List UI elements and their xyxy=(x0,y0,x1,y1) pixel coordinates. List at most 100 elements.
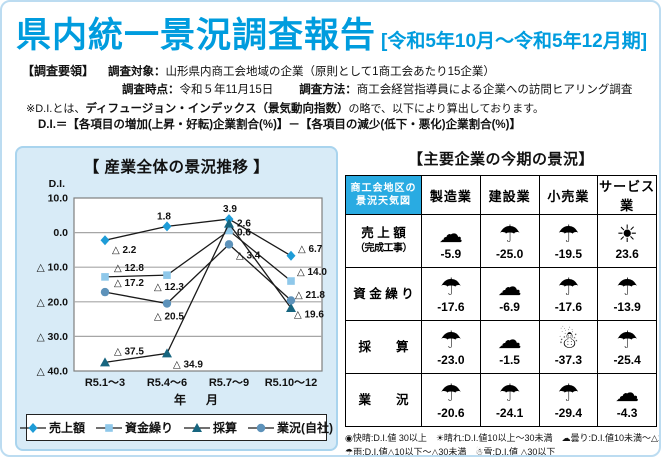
x-tick-label: R5.10～12 xyxy=(265,377,318,389)
y-tick-label: △ 20.0 xyxy=(37,296,69,308)
di-value: -20.6 xyxy=(437,406,465,420)
di-formula: D.I.＝【各項目の増加(上昇・好転)企業割合(%)】－【各項目の減少(低下・悪… xyxy=(38,119,521,131)
diamond-marker xyxy=(28,422,38,433)
weather-cell-1-2: ☂ -17.6 xyxy=(538,267,599,321)
weather-cell-1-1: ☁ -6.9 xyxy=(479,267,540,321)
data-label: △ 20.5 xyxy=(154,312,184,323)
weather-cell-1-3: ☂ -13.9 xyxy=(597,267,657,321)
di-value: -17.6 xyxy=(437,300,465,314)
weather-cell-3-2: ☂ -29.4 xyxy=(538,373,599,427)
umbrella-icon: ☂ xyxy=(498,220,521,248)
triangle-marker xyxy=(100,357,110,367)
legend-label: 採算 xyxy=(213,421,238,435)
y-tick-label: 0.0 xyxy=(53,227,68,239)
series-line xyxy=(104,222,292,363)
series-line xyxy=(104,229,292,282)
circle-marker xyxy=(100,287,110,297)
diamond-marker xyxy=(162,221,172,232)
sun-icon: ☀ xyxy=(616,220,638,248)
weather-legend-line-2: ☂雨:D.I.値△10以下～△30未満 ☃雪:D.I.値 △30以下 xyxy=(345,446,556,457)
triangle-marker xyxy=(286,303,296,313)
weather-cell-0-2: ☂ -19.5 xyxy=(538,214,599,268)
column-header-retail: 小売業 xyxy=(538,175,599,215)
umbrella-icon: ☂ xyxy=(440,326,462,354)
data-label: 1.8 xyxy=(157,211,171,222)
weather-cell-3-1: ☂ -24.1 xyxy=(479,373,540,427)
square-legend-marker xyxy=(96,423,122,432)
current-conditions-section: 【主要企業の今期の景況】 商工会地区の 景況天気図 製造業 建設業 小売業 サー… xyxy=(345,148,661,457)
triangle-marker xyxy=(192,422,203,432)
column-header-manufacturing: 製造業 xyxy=(421,175,481,215)
snowman-icon: ☃ xyxy=(557,326,580,354)
data-label: 3.9 xyxy=(223,204,237,215)
y-tick-label: △ 10.0 xyxy=(37,262,69,274)
cloud-icon: ☁ xyxy=(438,220,463,248)
y-tick-label: △ 40.0 xyxy=(37,366,69,378)
chart-legend: 売上額 資金繰り 採算 業況(自社) xyxy=(19,414,333,441)
di-value: -5.9 xyxy=(440,247,462,261)
row-label-2: 採 算 xyxy=(345,320,422,374)
survey-outline: 【調査要領】 調査対象：山形県内商工会地域の企業（原則として1商工会あたり15企業… xyxy=(22,63,632,99)
di-note-suffix: の略で、以下により算出しております。 xyxy=(348,103,545,115)
weather-cell-0-0: ☁ -5.9 xyxy=(421,214,481,268)
cloud-icon: ☁ xyxy=(497,273,522,301)
triangle-legend-marker xyxy=(184,422,211,432)
circle-marker xyxy=(256,423,266,432)
row-label-1: 資 金 繰 り xyxy=(345,267,422,321)
diamond-marker xyxy=(100,235,110,246)
di-value: -25.0 xyxy=(495,247,524,261)
cloud-icon: ☁ xyxy=(497,326,522,354)
di-value: -6.9 xyxy=(499,300,520,314)
weather-row-3: 業 況 ☂ -20.6 ☂ -24.1 ☂ -29.4 ☁ -4.3 xyxy=(345,373,657,427)
series-line xyxy=(104,243,292,305)
weather-table-header-row: 商工会地区の 景況天気図 製造業 建設業 小売業 サービス業 xyxy=(345,175,657,215)
data-label: △ 14.0 xyxy=(297,267,327,278)
legend-item: 売上額 xyxy=(19,419,85,436)
report-header: 県内統一景況調査報告 [令和5年10月～令和5年12月期] xyxy=(16,7,647,58)
data-label: △ 34.9 xyxy=(173,359,203,370)
weather-legend-line-1: ◉快晴:D.I.値 30以上 ☀晴れ:D.I.値10以上～30未満 ☁曇り:D.… xyxy=(345,433,661,443)
plot-area xyxy=(73,197,323,372)
data-label: 2.6 xyxy=(237,219,251,230)
umbrella-icon: ☂ xyxy=(616,326,638,354)
chart-title: 【 産業全体の景況推移 】 xyxy=(83,159,270,176)
di-value: -4.3 xyxy=(616,406,638,420)
survey-method-label: 調査方法： xyxy=(299,83,357,96)
circle-marker xyxy=(286,296,296,305)
di-note: ※D.I.とは、ディフュージョン・インデックス（景気動向指数）の略で、以下により… xyxy=(26,102,544,133)
di-note-line-1: ※D.I.とは、ディフュージョン・インデックス（景気動向指数）の略で、以下により… xyxy=(26,102,544,117)
survey-line-1: 【調査要領】 調査対象：山形県内商工会地域の企業（原則として1商工会あたり15企業… xyxy=(22,63,632,82)
report-period: [令和5年10月～令和5年12月期] xyxy=(381,31,648,52)
legend-label: 資金繰り xyxy=(125,421,174,435)
survey-method-value: 商工会経営指導員による企業への訪問ヒアリング調査 xyxy=(356,83,633,96)
weather-cell-0-1: ☂ -25.0 xyxy=(479,214,540,268)
legend-item: 採算 xyxy=(184,419,237,436)
di-value: 23.6 xyxy=(615,247,639,261)
weather-row-1: 資 金 繰 り ☂ -17.6 ☁ -6.9 ☂ -17.6 ☂ -13.9 xyxy=(345,267,657,321)
column-header-service: サービス業 xyxy=(597,175,657,215)
survey-time-value: 令和５年11月15日 xyxy=(179,83,274,96)
umbrella-icon: ☂ xyxy=(440,273,462,301)
legend-label: 業況(自社) xyxy=(277,421,334,435)
weather-table-title: 【主要企業の今期の景況】 xyxy=(407,151,594,168)
weather-cell-1-0: ☂ -17.6 xyxy=(421,267,481,321)
series-diamond: △ 2.2 1.8 3.9 △ 6.7 xyxy=(100,204,323,261)
data-label: △ 12.8 xyxy=(114,263,144,274)
circle-marker xyxy=(224,240,234,249)
di-value: -37.3 xyxy=(554,353,583,367)
survey-target-label: 調査対象： xyxy=(108,66,166,78)
column-header-construction: 建設業 xyxy=(479,175,540,215)
y-tick-label: 10.0 xyxy=(48,193,69,205)
weather-cell-2-2: ☃ -37.3 xyxy=(538,320,599,374)
umbrella-icon: ☂ xyxy=(616,273,638,301)
data-label: △ 6.7 xyxy=(298,244,323,255)
umbrella-icon: ☂ xyxy=(440,379,462,407)
weather-cell-2-3: ☂ -25.4 xyxy=(597,320,657,374)
circle-marker xyxy=(162,299,172,308)
di-note-term: ディフュージョン・インデックス（景気動向指数） xyxy=(85,103,349,115)
x-tick-label: R5.7～9 xyxy=(209,377,249,389)
di-value: -13.9 xyxy=(613,300,641,314)
x-tick-label: R5.1～3 xyxy=(85,377,125,389)
series-line xyxy=(104,218,292,257)
